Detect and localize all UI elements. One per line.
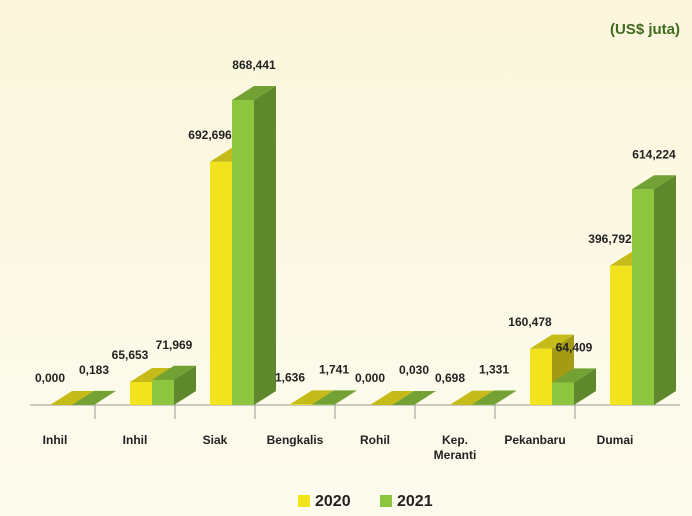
- bar-top: [152, 365, 196, 380]
- unit-label: (US$ juta): [610, 21, 680, 38]
- bar-side: [494, 390, 516, 405]
- x-tick-label: Bengkalis: [266, 433, 324, 447]
- bar-front: [130, 381, 152, 405]
- value-label: 0,183: [79, 363, 109, 377]
- bar: [50, 391, 94, 405]
- x-tick-label: Inhil: [42, 433, 68, 447]
- bar: [552, 368, 596, 405]
- bar: [152, 365, 196, 405]
- bar-side: [174, 365, 196, 405]
- bar-top: [632, 175, 676, 190]
- bar-side: [654, 175, 676, 405]
- bar-top: [450, 390, 494, 405]
- value-label: 0,000: [355, 371, 385, 385]
- value-label: 1,636: [275, 371, 305, 385]
- bar-front: [632, 189, 654, 405]
- value-label: 868,441: [232, 58, 276, 72]
- value-label: 0,000: [35, 371, 65, 385]
- bar-front: [312, 404, 334, 405]
- bar-top: [552, 368, 596, 383]
- bar: [472, 390, 516, 405]
- value-label: 71,969: [156, 338, 193, 352]
- bar-side: [574, 368, 596, 405]
- bar-top: [130, 367, 174, 382]
- value-label: 614,224: [632, 147, 676, 161]
- value-label: 64,409: [556, 341, 593, 355]
- bar-front: [530, 348, 552, 405]
- bar-front: [290, 404, 312, 405]
- bar: [370, 391, 414, 405]
- bar-top: [312, 390, 356, 405]
- value-label: 692,696: [188, 128, 232, 142]
- x-tick-label: Rohil: [360, 433, 390, 447]
- legend-swatch: [380, 495, 392, 507]
- bar-side: [334, 390, 356, 405]
- value-label: 396,792: [588, 232, 632, 246]
- x-tick-label: Dumai: [596, 433, 634, 447]
- bar-top: [50, 391, 94, 405]
- bar-front: [552, 382, 574, 405]
- x-tick-label: Siak: [202, 433, 228, 447]
- value-label: 1,331: [479, 363, 509, 377]
- value-label: 1,741: [319, 363, 349, 377]
- legend-label: 2020: [315, 493, 351, 510]
- bar-top: [232, 86, 276, 100]
- bar-top: [290, 390, 334, 405]
- bar-side: [414, 390, 436, 405]
- bar-top: [370, 391, 414, 405]
- value-label: 160,478: [508, 315, 552, 329]
- bar: [632, 175, 676, 405]
- bar-front: [210, 161, 232, 405]
- legend-swatch: [298, 495, 310, 507]
- bar: [232, 86, 276, 405]
- x-tick-label: Pekanbaru: [504, 433, 566, 447]
- value-label: 0,698: [435, 371, 465, 385]
- bar: [312, 390, 356, 405]
- legend-label: 2021: [397, 493, 433, 510]
- bar-top: [392, 390, 436, 405]
- value-label: 65,653: [112, 348, 149, 362]
- bar-top: [530, 334, 574, 349]
- bar: [392, 390, 436, 405]
- bar: [72, 390, 116, 405]
- bar-front: [232, 100, 254, 405]
- bar-side: [94, 390, 116, 405]
- bar-top: [472, 390, 516, 405]
- bar-top: [72, 390, 116, 405]
- x-tick-label: Inhil: [122, 433, 148, 447]
- bar-front: [610, 265, 632, 405]
- value-label: 0,030: [399, 363, 429, 377]
- bar-side: [254, 86, 276, 405]
- x-tick-label: Kep. Meranti: [433, 433, 477, 462]
- bar-front: [152, 379, 174, 405]
